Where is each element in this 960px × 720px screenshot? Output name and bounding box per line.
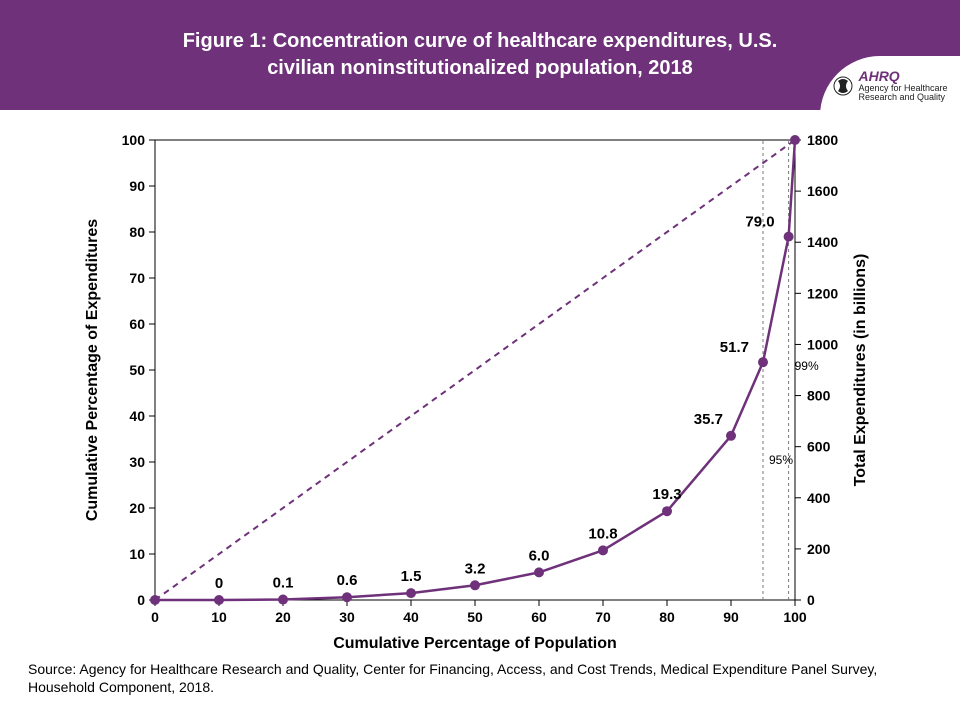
svg-text:100: 100 xyxy=(783,609,807,625)
svg-text:30: 30 xyxy=(129,454,145,470)
svg-text:600: 600 xyxy=(807,439,831,455)
svg-text:50: 50 xyxy=(129,362,145,378)
svg-text:0: 0 xyxy=(807,592,815,608)
svg-text:1600: 1600 xyxy=(807,183,838,199)
svg-text:80: 80 xyxy=(659,609,675,625)
svg-text:3.2: 3.2 xyxy=(465,560,486,577)
svg-text:10: 10 xyxy=(211,609,227,625)
svg-text:400: 400 xyxy=(807,490,831,506)
svg-text:1.5: 1.5 xyxy=(401,568,422,585)
svg-text:40: 40 xyxy=(129,408,145,424)
ahrq-logo-text: AHRQ Agency for Healthcare Research and … xyxy=(858,69,947,103)
ahrq-logo: AHRQ Agency for Healthcare Research and … xyxy=(820,56,960,116)
svg-text:80: 80 xyxy=(129,224,145,240)
svg-text:Cumulative Percentage of Expen: Cumulative Percentage of Expenditures xyxy=(84,219,101,521)
svg-text:90: 90 xyxy=(129,178,145,194)
svg-text:0.1: 0.1 xyxy=(273,575,294,592)
svg-text:30: 30 xyxy=(339,609,355,625)
svg-text:70: 70 xyxy=(595,609,611,625)
svg-text:0.6: 0.6 xyxy=(337,572,358,589)
svg-text:100: 100 xyxy=(122,132,146,148)
svg-text:Total Expenditures (in billion: Total Expenditures (in billions) xyxy=(852,254,869,487)
concentration-curve-chart: 0102030405060708090100020040060080010001… xyxy=(0,110,960,655)
svg-text:95%: 95% xyxy=(769,453,793,467)
header-bar: Figure 1: Concentration curve of healthc… xyxy=(0,0,960,110)
svg-text:800: 800 xyxy=(807,388,831,404)
svg-text:19.3: 19.3 xyxy=(652,486,681,503)
svg-text:10: 10 xyxy=(129,546,145,562)
svg-text:6.0: 6.0 xyxy=(529,547,550,564)
svg-text:0: 0 xyxy=(151,609,159,625)
svg-text:60: 60 xyxy=(129,316,145,332)
svg-text:1200: 1200 xyxy=(807,285,838,301)
svg-text:1800: 1800 xyxy=(807,132,838,148)
svg-text:1000: 1000 xyxy=(807,336,838,352)
svg-text:0: 0 xyxy=(215,575,223,592)
svg-text:20: 20 xyxy=(129,500,145,516)
svg-text:99%: 99% xyxy=(795,359,819,373)
svg-text:0: 0 xyxy=(137,592,145,608)
svg-text:79.0: 79.0 xyxy=(745,214,774,231)
figure-title: Figure 1: Concentration curve of healthc… xyxy=(160,28,800,82)
svg-text:20: 20 xyxy=(275,609,291,625)
svg-text:10.8: 10.8 xyxy=(588,525,617,542)
svg-text:Cumulative Percentage of Popul: Cumulative Percentage of Population xyxy=(333,635,617,652)
svg-text:51.7: 51.7 xyxy=(720,339,749,356)
svg-text:40: 40 xyxy=(403,609,419,625)
svg-text:90: 90 xyxy=(723,609,739,625)
svg-text:1400: 1400 xyxy=(807,234,838,250)
svg-text:70: 70 xyxy=(129,270,145,286)
svg-text:60: 60 xyxy=(531,609,547,625)
svg-text:50: 50 xyxy=(467,609,483,625)
svg-text:200: 200 xyxy=(807,541,831,557)
source-citation: Source: Agency for Healthcare Research a… xyxy=(28,660,932,696)
svg-text:35.7: 35.7 xyxy=(694,411,723,428)
